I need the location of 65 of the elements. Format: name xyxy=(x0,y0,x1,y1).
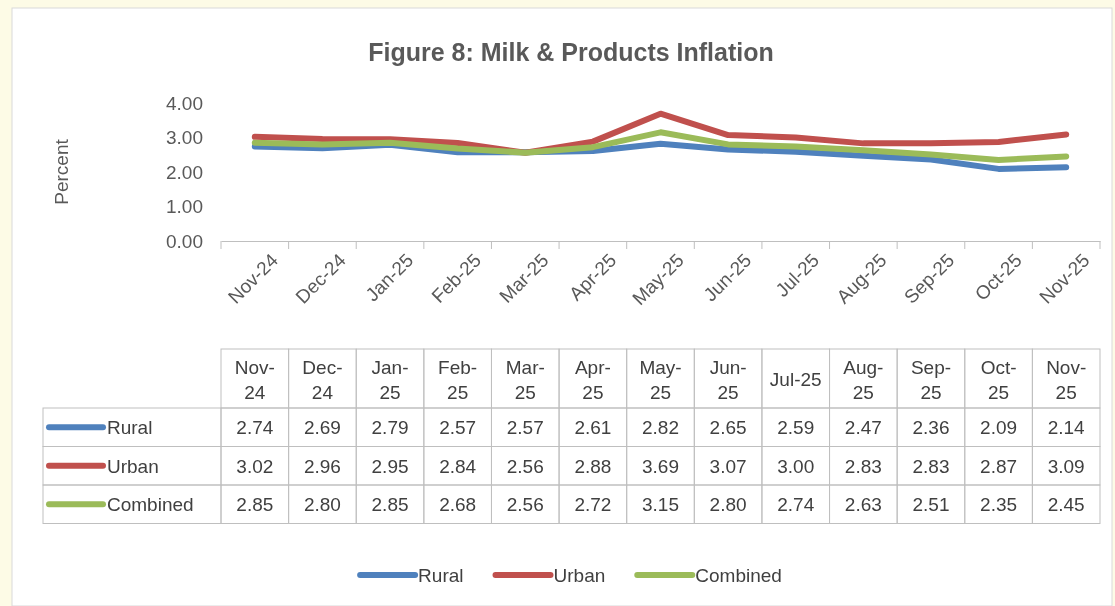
data-label: 2.88 xyxy=(574,455,612,477)
data-label: 2.79 xyxy=(371,417,409,439)
category-label: Apr-25 xyxy=(574,357,611,403)
data-label: 2.74 xyxy=(777,494,815,516)
category-label: Sep-25 xyxy=(910,357,952,403)
category-label: Oct-25 xyxy=(980,357,1017,403)
data-label: 2.47 xyxy=(844,417,882,439)
category-label: Jan-25 xyxy=(371,357,409,403)
data-label: 2.80 xyxy=(303,494,341,516)
y-axis-title: Percent xyxy=(51,138,72,205)
data-label: 2.57 xyxy=(506,417,544,439)
data-label: 2.36 xyxy=(912,417,950,439)
y-tick-label: 2.00 xyxy=(166,161,203,183)
data-label: 2.35 xyxy=(980,494,1018,516)
text: Rural xyxy=(418,565,464,586)
y-tick-label: 0.00 xyxy=(166,230,203,252)
data-label: 3.00 xyxy=(777,455,815,477)
y-tick-label: 1.00 xyxy=(166,196,203,218)
data-label: 2.45 xyxy=(1047,494,1085,516)
chart-title: Figure 8: Milk & Products Inflation xyxy=(368,38,774,66)
data-label: 2.09 xyxy=(980,417,1018,439)
data-label: 3.09 xyxy=(1047,455,1085,477)
category-label: Jun-25 xyxy=(709,357,747,403)
data-label: 2.87 xyxy=(980,455,1018,477)
category-label: Feb-25 xyxy=(438,357,478,403)
category-label: May-25 xyxy=(639,357,682,403)
legend-label: Combined xyxy=(107,494,194,516)
data-label: 2.83 xyxy=(912,455,950,477)
data-label: 2.68 xyxy=(439,494,477,516)
data-label: 3.15 xyxy=(642,494,679,516)
data-label: 2.85 xyxy=(371,494,409,516)
data-label: 3.02 xyxy=(236,455,274,477)
data-label: 3.07 xyxy=(709,455,747,477)
data-label: 2.61 xyxy=(574,417,612,439)
data-label: 2.14 xyxy=(1047,417,1086,439)
data-label: 2.74 xyxy=(236,417,274,439)
data-label: 2.59 xyxy=(777,417,815,439)
category-label: Nov-24 xyxy=(234,357,275,403)
data-label: 3.69 xyxy=(642,455,679,477)
data-label: 2.82 xyxy=(642,417,679,439)
data-label: 2.80 xyxy=(709,494,747,516)
data-label: 2.96 xyxy=(303,455,341,477)
category-label: Jul-25 xyxy=(769,368,822,390)
text: Combined xyxy=(695,565,782,586)
data-label: 2.72 xyxy=(574,494,612,516)
data-label: 2.95 xyxy=(371,455,409,477)
data-label: 2.85 xyxy=(236,494,274,516)
legend-label: Urban xyxy=(107,455,159,477)
data-label: 2.69 xyxy=(303,417,341,439)
data-label: 2.83 xyxy=(844,455,882,477)
category-label: Mar-25 xyxy=(505,357,545,403)
legend-label: Rural xyxy=(107,417,153,439)
data-label: 2.51 xyxy=(912,494,950,516)
category-label: Dec-24 xyxy=(302,357,343,403)
text: Urban xyxy=(553,565,606,586)
category-label: Aug-25 xyxy=(843,357,884,403)
data-label: 2.57 xyxy=(439,417,477,439)
y-tick-label: 3.00 xyxy=(166,127,203,149)
data-label: 2.65 xyxy=(709,417,747,439)
data-label: 2.84 xyxy=(439,455,477,477)
data-label: 2.63 xyxy=(844,494,882,516)
data-label: 2.56 xyxy=(506,455,544,477)
data-label: 2.56 xyxy=(506,494,544,516)
category-label: Nov-25 xyxy=(1046,357,1087,403)
y-tick-label: 4.00 xyxy=(166,92,203,114)
